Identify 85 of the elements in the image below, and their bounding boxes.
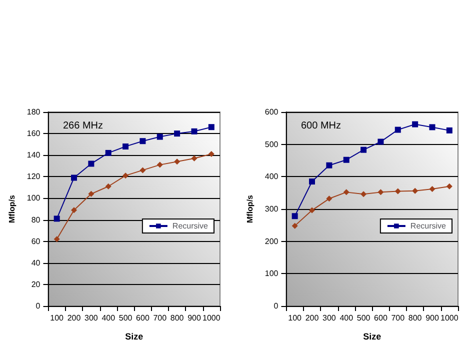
x-tick-label: 400	[340, 314, 354, 322]
y-tick-label: 500	[264, 140, 279, 149]
x-tick-label: 1000	[440, 314, 459, 322]
y-tick-label: 300	[264, 204, 279, 214]
point	[360, 146, 367, 153]
x-tick-label: 100	[50, 314, 64, 322]
x-tick-label: 600	[374, 314, 388, 322]
x-tick-label: 900	[188, 314, 202, 322]
point	[208, 151, 214, 158]
point	[71, 174, 78, 181]
legend-label: Recursive	[172, 222, 209, 230]
point	[105, 183, 112, 190]
point	[394, 126, 401, 133]
point	[309, 178, 316, 185]
point	[292, 222, 298, 229]
y-tick-label: 120	[26, 172, 41, 182]
x-tick-label: 800	[170, 314, 184, 322]
point	[71, 207, 78, 214]
x-tick-label: 900	[426, 314, 440, 322]
y-tick-label: 0	[36, 302, 41, 310]
y-axis-title: Mflop/s	[8, 194, 16, 223]
point	[88, 190, 94, 197]
point	[174, 158, 180, 165]
point	[122, 143, 129, 150]
point	[191, 128, 198, 134]
point	[140, 138, 146, 144]
point	[156, 134, 163, 140]
point	[429, 186, 436, 192]
x-tick-label: 500	[118, 314, 133, 322]
text: 266 MHz	[63, 120, 104, 132]
x-tick-label: 300	[322, 314, 336, 322]
point	[191, 155, 198, 162]
point	[378, 189, 384, 196]
point	[326, 196, 332, 202]
point	[343, 189, 350, 196]
y-tick-label: 400	[264, 172, 279, 182]
point	[54, 236, 60, 242]
y-tick-label: 160	[26, 129, 41, 138]
point	[378, 138, 384, 145]
y-tick-label: 80	[31, 215, 41, 224]
x-tick-label: 1000	[202, 314, 221, 322]
x-axis-title: Size	[125, 332, 144, 342]
y-tick-label: 140	[26, 150, 41, 160]
point	[360, 191, 367, 198]
point	[292, 213, 298, 220]
x-axis-title: Size	[363, 332, 382, 342]
x-tick-label: 200	[67, 314, 82, 322]
x-tick-label: 300	[84, 314, 98, 322]
text: 600 MHz	[301, 120, 342, 132]
point	[174, 130, 180, 137]
y-axis-title: Mflop/s	[246, 194, 254, 223]
point	[88, 160, 94, 167]
y-tick-label: 180	[26, 108, 41, 116]
x-tick-label: 100	[288, 314, 302, 322]
point	[429, 124, 436, 130]
point	[122, 172, 129, 179]
point	[446, 183, 452, 190]
point	[343, 156, 350, 163]
y-tick-label: 100	[26, 194, 41, 203]
point	[394, 188, 401, 194]
y-tick-label: 100	[264, 269, 279, 278]
x-tick-label: 400	[102, 314, 116, 322]
point	[140, 167, 146, 174]
y-tick-label: 0	[274, 302, 279, 310]
point	[412, 188, 418, 194]
x-tick-label: 700	[153, 314, 168, 322]
x-tick-label: 600	[136, 314, 150, 322]
y-tick-label: 40	[31, 258, 41, 268]
legend-label: Recursive	[410, 222, 447, 230]
y-tick-label: 200	[264, 236, 279, 246]
x-tick-label: 700	[391, 314, 406, 322]
point	[446, 127, 452, 134]
y-tick-label: 20	[31, 280, 41, 289]
point	[105, 150, 112, 156]
point	[326, 162, 332, 168]
point	[54, 216, 60, 222]
point	[156, 162, 163, 168]
point	[309, 207, 316, 214]
y-tick-label: 600	[264, 108, 279, 116]
point	[412, 121, 418, 128]
x-tick-label: 500	[356, 314, 371, 322]
x-tick-label: 800	[408, 314, 422, 322]
x-tick-label: 200	[305, 314, 320, 322]
y-tick-label: 60	[31, 236, 41, 246]
point	[208, 124, 214, 130]
